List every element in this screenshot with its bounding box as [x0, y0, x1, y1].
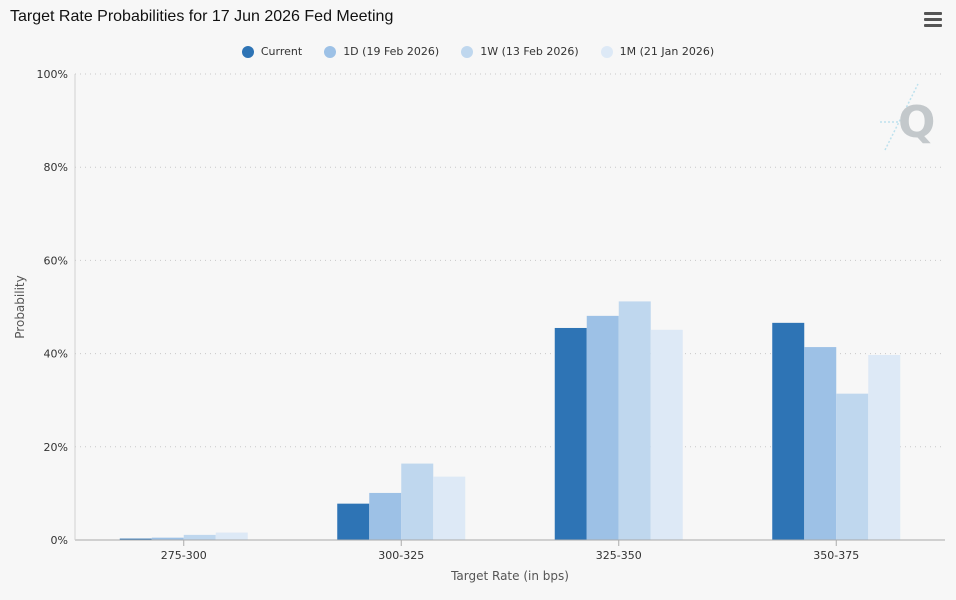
legend-label: 1D (19 Feb 2026) [343, 45, 440, 58]
bar[interactable] [119, 538, 152, 540]
bar[interactable] [650, 329, 683, 540]
x-tick-label: 325-350 [596, 549, 642, 562]
x-axis-title: Target Rate (in bps) [450, 569, 569, 583]
legend-item-1d[interactable]: 1D (19 Feb 2026) [324, 45, 439, 58]
legend-item-1w[interactable]: 1W (13 Feb 2026) [461, 45, 579, 58]
y-tick-label: 0% [51, 534, 68, 547]
x-tick-label: 350-375 [813, 549, 859, 562]
bar[interactable] [337, 503, 370, 540]
bar[interactable] [433, 476, 466, 540]
legend-label: Current [260, 45, 303, 58]
bar[interactable] [618, 301, 651, 540]
x-tick-label: 300-325 [378, 549, 424, 562]
bars [119, 301, 901, 540]
bar[interactable] [401, 463, 434, 540]
bar[interactable] [772, 322, 805, 540]
x-tick-label: 275-300 [161, 549, 207, 562]
legend-item-current[interactable]: Current [241, 45, 303, 58]
legend-item-1m[interactable]: 1M (21 Jan 2026) [600, 45, 715, 58]
bar[interactable] [369, 492, 402, 540]
legend-label: 1W (13 Feb 2026) [480, 45, 579, 58]
bar[interactable] [836, 393, 869, 540]
bar[interactable] [586, 315, 619, 540]
y-axis-title: Probability [13, 275, 27, 338]
bar[interactable] [151, 537, 184, 540]
y-axis-ticks: 0% 20% 40% 60% 80% 100% [37, 68, 68, 547]
bar[interactable] [215, 532, 248, 540]
y-tick-label: 20% [44, 441, 68, 454]
legend-swatch [241, 45, 254, 58]
watermark-letter: Q [898, 97, 935, 148]
bar[interactable] [868, 354, 901, 540]
bar[interactable] [554, 327, 587, 540]
quikstrike-logo-icon: Q [880, 83, 935, 151]
bar[interactable] [183, 534, 216, 540]
x-axis-ticks: 275-300 300-325 325-350 350-375 [161, 540, 859, 562]
legend-swatch [461, 45, 474, 58]
legend-swatch [324, 45, 337, 58]
y-tick-label: 60% [44, 254, 68, 267]
y-tick-label: 40% [44, 348, 68, 361]
legend-swatch [600, 45, 613, 58]
y-tick-label: 100% [37, 68, 68, 81]
y-tick-label: 80% [44, 161, 68, 174]
hamburger-menu-icon[interactable] [924, 12, 942, 28]
chart-legend: Current 1D (19 Feb 2026) 1W (13 Feb 2026… [0, 45, 956, 58]
chart-title: Target Rate Probabilities for 17 Jun 202… [10, 8, 394, 25]
legend-label: 1M (21 Jan 2026) [619, 45, 715, 58]
bar[interactable] [804, 347, 837, 540]
